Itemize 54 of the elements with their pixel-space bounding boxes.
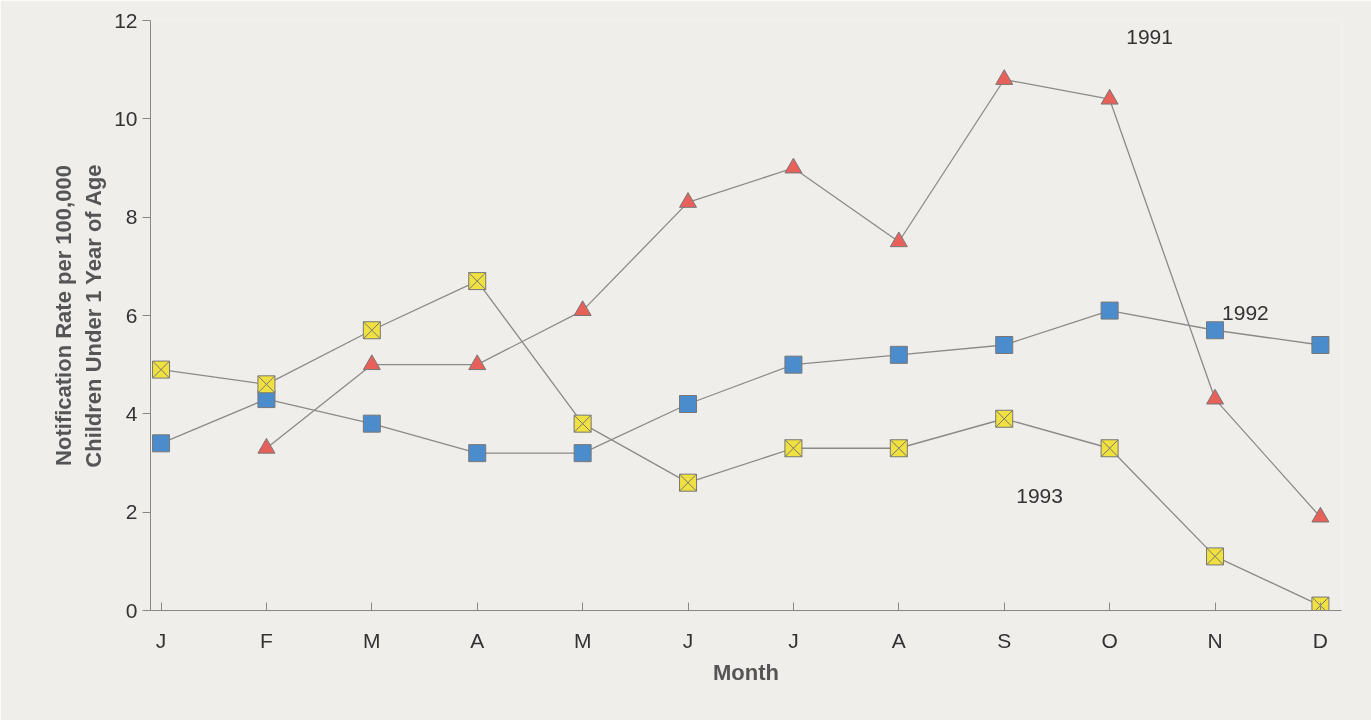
point xyxy=(573,300,592,316)
x-tick-label: J xyxy=(155,628,167,652)
point xyxy=(1206,321,1225,340)
y-tick-label: 12 xyxy=(114,8,138,32)
x-axis-title: Month xyxy=(713,659,779,685)
x-tick-label: S xyxy=(997,628,1012,652)
point xyxy=(1311,336,1330,354)
point xyxy=(784,157,803,174)
point xyxy=(889,439,908,458)
point xyxy=(468,444,487,463)
y-axis-title: Notification Rate per 100,000 Children Under 1 Year of Age xyxy=(51,164,107,468)
point xyxy=(362,414,381,433)
point xyxy=(784,355,803,374)
point xyxy=(573,444,592,463)
x-tick-label: M xyxy=(363,628,381,652)
point xyxy=(889,345,908,364)
point xyxy=(152,434,171,453)
point xyxy=(1100,88,1119,105)
text: 1993 xyxy=(1016,484,1063,508)
point xyxy=(784,439,803,458)
point xyxy=(889,231,908,248)
text: 1991 xyxy=(1126,25,1173,49)
point xyxy=(995,336,1014,354)
point xyxy=(995,409,1014,428)
point xyxy=(257,375,276,394)
x-tick-label: N xyxy=(1207,628,1223,652)
point xyxy=(468,354,487,371)
x-tick-label: O xyxy=(1101,628,1118,652)
y-tick-label: 4 xyxy=(125,401,138,425)
x-tick-label: A xyxy=(470,628,485,652)
point xyxy=(362,321,381,340)
x-tick-label: J xyxy=(682,628,694,652)
x-tick-label: D xyxy=(1312,628,1329,652)
point xyxy=(468,272,487,291)
point xyxy=(679,192,698,208)
point xyxy=(1100,301,1119,320)
y-tick-label: 8 xyxy=(125,205,138,229)
point xyxy=(995,69,1014,85)
point xyxy=(1100,439,1119,458)
y-tick-label: 10 xyxy=(114,106,138,130)
point xyxy=(1206,547,1225,566)
y-tick-label: 6 xyxy=(125,303,138,327)
point xyxy=(362,354,381,371)
x-tick-label: A xyxy=(891,628,906,652)
point xyxy=(152,360,171,379)
x-tick-label: F xyxy=(260,628,273,652)
y-tick-label: 2 xyxy=(125,500,138,524)
point xyxy=(679,395,698,413)
x-tick-label: M xyxy=(573,628,592,652)
y-tick-label: 0 xyxy=(125,598,138,622)
point xyxy=(679,473,698,492)
point xyxy=(573,414,592,433)
series-label: 1992 xyxy=(1222,301,1269,324)
x-tick-label: J xyxy=(788,628,799,652)
